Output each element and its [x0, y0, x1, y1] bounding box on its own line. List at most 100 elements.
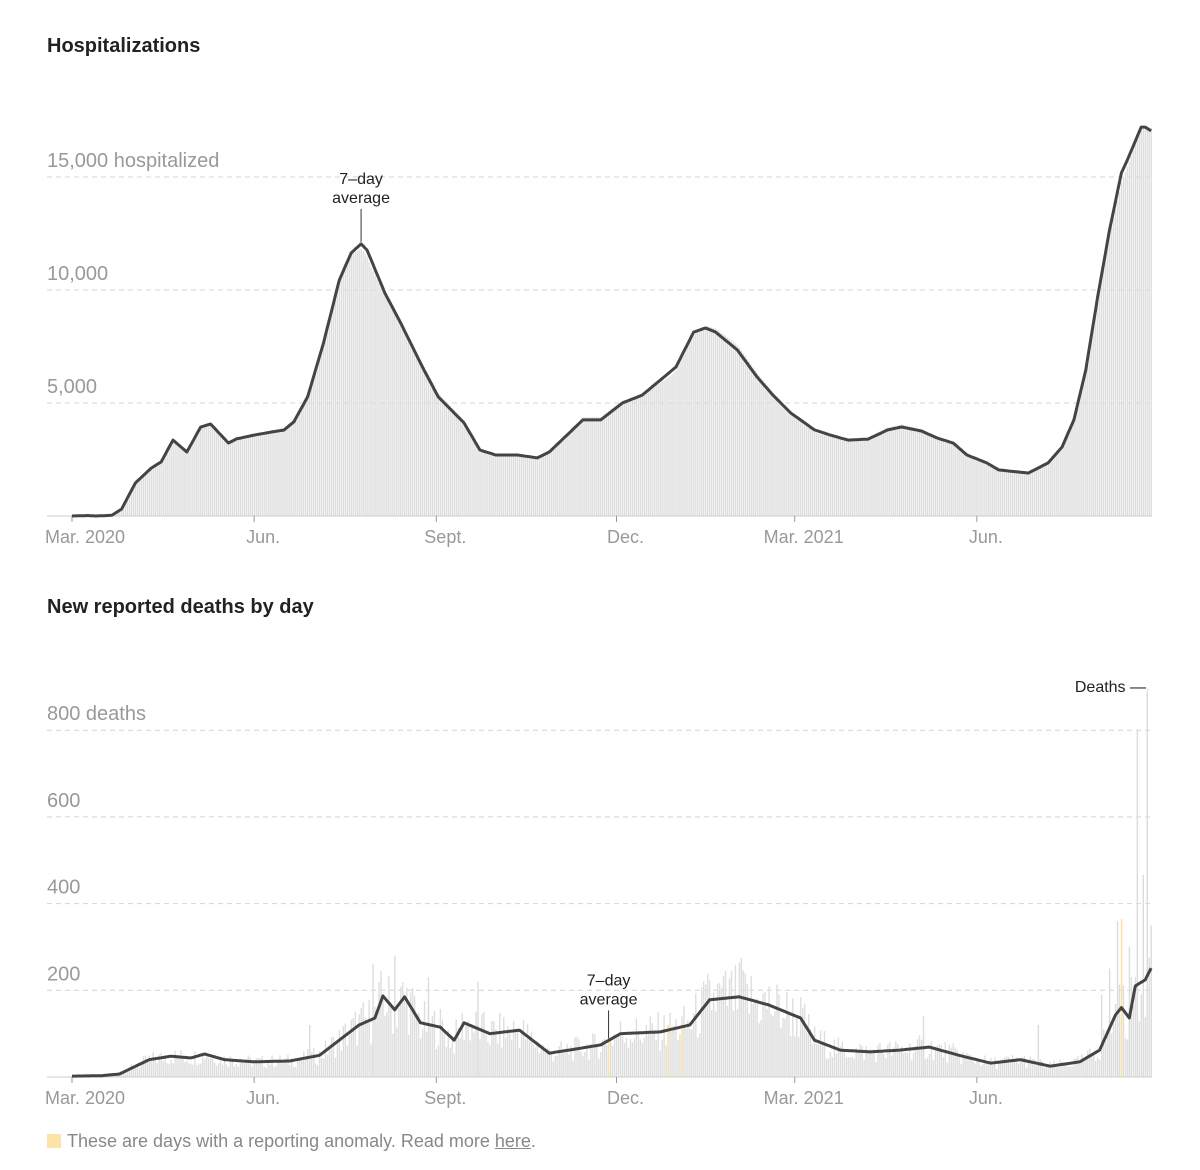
- daily-bar: [522, 457, 525, 516]
- daily-bar: [326, 1055, 329, 1077]
- daily-bar: [552, 447, 554, 516]
- daily-bar: [588, 1059, 590, 1077]
- daily-bar: [604, 414, 606, 516]
- daily-bar: [1011, 1055, 1014, 1077]
- daily-bar: [415, 351, 418, 516]
- daily-bar: [380, 287, 382, 516]
- daily-bar: [899, 1049, 901, 1077]
- daily-bar: [503, 1017, 505, 1077]
- x-tick-label: Sept.: [424, 527, 466, 547]
- daily-bar: [671, 374, 673, 516]
- seven-day-average-line: [71, 125, 1152, 518]
- daily-bar: [275, 429, 277, 516]
- daily-bar: [1134, 144, 1137, 517]
- daily-bar: [182, 447, 184, 516]
- daily-bar: [1059, 447, 1061, 516]
- daily-bar: [299, 408, 301, 516]
- daily-bar: [200, 427, 202, 516]
- daily-bar: [596, 417, 598, 516]
- daily-bar: [1140, 128, 1142, 516]
- daily-bar: [225, 1064, 228, 1077]
- daily-bar: [366, 1022, 368, 1077]
- daily-bar: [562, 437, 564, 516]
- daily-bar: [182, 1057, 184, 1077]
- daily-bar: [263, 1066, 265, 1077]
- daily-bar: [439, 395, 442, 516]
- daily-bar: [932, 435, 935, 516]
- daily-bar: [687, 1019, 689, 1077]
- daily-bars: [73, 126, 1152, 517]
- daily-bar: [748, 1013, 750, 1077]
- daily-bar: [705, 325, 707, 516]
- daily-bar: [447, 403, 449, 516]
- daily-bar: [891, 1055, 893, 1077]
- daily-bar: [649, 389, 651, 516]
- daily-bar: [267, 430, 269, 516]
- daily-bar: [534, 458, 537, 516]
- daily-bar: [659, 382, 661, 516]
- daily-bar: [495, 1029, 497, 1077]
- daily-bar: [885, 428, 887, 516]
- daily-bar: [1033, 1058, 1036, 1077]
- daily-bar: [631, 1042, 634, 1077]
- daily-bar: [372, 271, 374, 516]
- daily-bar: [213, 1062, 216, 1077]
- daily-bar: [1021, 471, 1024, 516]
- daily-bar: [560, 439, 562, 516]
- daily-bar: [566, 1044, 568, 1077]
- daily-bar: [643, 393, 646, 516]
- daily-bar: [170, 442, 172, 516]
- daily-bar: [344, 266, 347, 516]
- daily-bar: [762, 380, 764, 516]
- daily-bar: [467, 1020, 469, 1077]
- daily-bar: [661, 381, 663, 516]
- daily-bar: [342, 270, 345, 516]
- daily-bar: [596, 1045, 598, 1077]
- daily-bar: [281, 1063, 283, 1077]
- daily-bar: [510, 1039, 513, 1077]
- daily-bar: [518, 457, 521, 516]
- daily-bar: [560, 1041, 562, 1077]
- daily-bar: [685, 349, 687, 516]
- seven-day-average-line: [72, 967, 1153, 1078]
- daily-bar: [582, 417, 584, 516]
- daily-bar: [1095, 309, 1097, 516]
- daily-bar: [217, 434, 220, 516]
- daily-bar: [144, 1055, 147, 1077]
- daily-bar: [1142, 127, 1144, 516]
- daily-bar: [910, 426, 913, 516]
- spike-bar: [427, 977, 430, 1077]
- daily-bar: [1083, 1057, 1085, 1077]
- daily-bar: [425, 1031, 428, 1077]
- daily-bar: [853, 439, 855, 516]
- daily-bar: [142, 1056, 145, 1077]
- daily-bar: [255, 1058, 257, 1077]
- daily-bar: [487, 451, 489, 516]
- daily-bar: [168, 445, 170, 516]
- daily-bar: [641, 1043, 644, 1077]
- daily-bar: [1118, 984, 1121, 1077]
- daily-bar: [257, 1057, 259, 1077]
- read-more-link[interactable]: here: [494, 1131, 531, 1151]
- daily-bar: [528, 457, 531, 516]
- daily-bar: [1081, 1054, 1083, 1077]
- daily-bar: [792, 998, 794, 1077]
- daily-bar: [1025, 471, 1028, 516]
- daily-bar: [146, 1061, 149, 1077]
- daily-bar: [491, 1021, 493, 1077]
- daily-bar: [404, 996, 406, 1077]
- daily-bar: [1015, 1057, 1018, 1077]
- daily-bar: [178, 444, 180, 516]
- daily-bar: [499, 1012, 501, 1077]
- daily-bar: [273, 1067, 275, 1077]
- daily-bar: [392, 308, 394, 516]
- daily-bar: [376, 1011, 378, 1077]
- daily-bar: [580, 1051, 582, 1077]
- daily-bar: [946, 441, 948, 516]
- spike-bar: [309, 1024, 311, 1077]
- daily-bar: [1146, 126, 1148, 517]
- daily-bar: [1003, 1057, 1006, 1077]
- daily-bar: [623, 1043, 626, 1077]
- daily-bar: [285, 425, 287, 516]
- daily-bar: [558, 1046, 560, 1077]
